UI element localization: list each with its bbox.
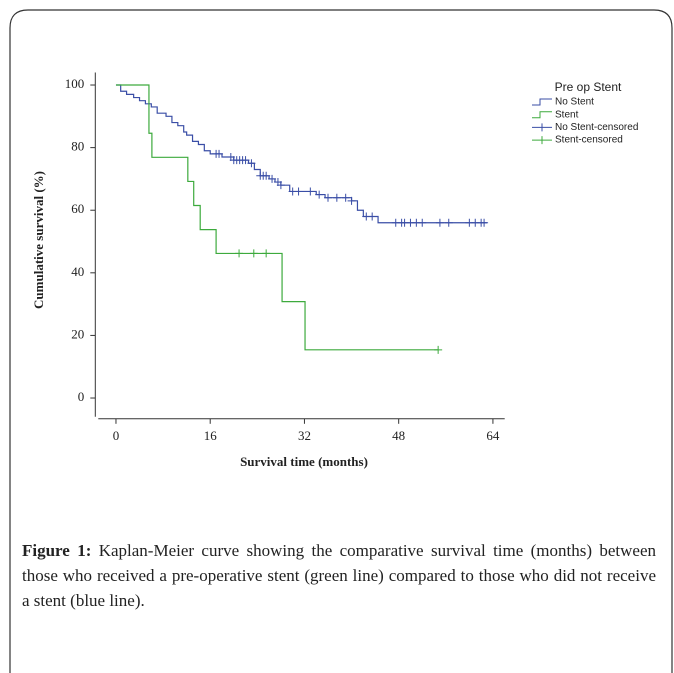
x-axis-title: Survival time (months) (240, 454, 368, 469)
figure-border (9, 9, 673, 673)
censor-mark (332, 193, 341, 202)
x-tick-label: 16 (204, 428, 218, 443)
legend-symbol (532, 111, 552, 119)
censor-mark (262, 171, 271, 180)
censor-mark (347, 196, 356, 205)
legend-symbol (532, 123, 552, 132)
censor-mark (435, 218, 444, 227)
legend-title: Pre op Stent (555, 80, 622, 94)
x-tick-label: 32 (298, 428, 311, 443)
censor-mark (215, 149, 224, 158)
y-axis-title: Cumulative survival (%) (31, 171, 46, 309)
y-tick-label: 0 (78, 389, 85, 404)
censor-mark (315, 190, 324, 199)
censor-mark (341, 193, 350, 202)
censor-mark (306, 187, 315, 196)
x-tick-label: 48 (392, 428, 405, 443)
censor-mark (434, 345, 443, 354)
censor-mark (276, 181, 285, 190)
censor-mark (235, 249, 244, 258)
legend-label: No Stent-censored (555, 122, 638, 133)
censor-mark (480, 218, 489, 227)
survival-line (115, 84, 439, 351)
x-tick-label: 64 (486, 428, 500, 443)
censor-mark (268, 174, 277, 183)
y-tick-label: 40 (71, 264, 84, 279)
legend-symbol (532, 136, 552, 145)
censor-mark (418, 218, 427, 227)
censor-mark (247, 159, 256, 168)
y-tick-label: 100 (65, 76, 85, 91)
legend-symbol (532, 98, 552, 106)
caption-label: Figure 1: (22, 541, 92, 560)
legend-label: Stent-censored (555, 135, 623, 146)
y-tick-label: 20 (71, 326, 84, 341)
censor-mark (262, 249, 271, 258)
censor-mark (444, 218, 453, 227)
censor-mark (324, 193, 333, 202)
caption-text: Kaplan-Meier curve showing the comparati… (22, 541, 657, 610)
legend-label: Stent (555, 109, 579, 120)
y-tick-label: 80 (71, 139, 84, 154)
survival-line (115, 84, 488, 224)
censor-mark (294, 187, 303, 196)
censor-mark (241, 156, 250, 165)
censor-mark (249, 249, 258, 258)
caption: Figure 1: Kaplan-Meier curve showing the… (22, 538, 656, 613)
censor-mark (368, 212, 377, 221)
y-tick-label: 60 (71, 201, 84, 216)
legend-label: No Stent (555, 97, 594, 108)
x-tick-label: 0 (113, 428, 120, 443)
